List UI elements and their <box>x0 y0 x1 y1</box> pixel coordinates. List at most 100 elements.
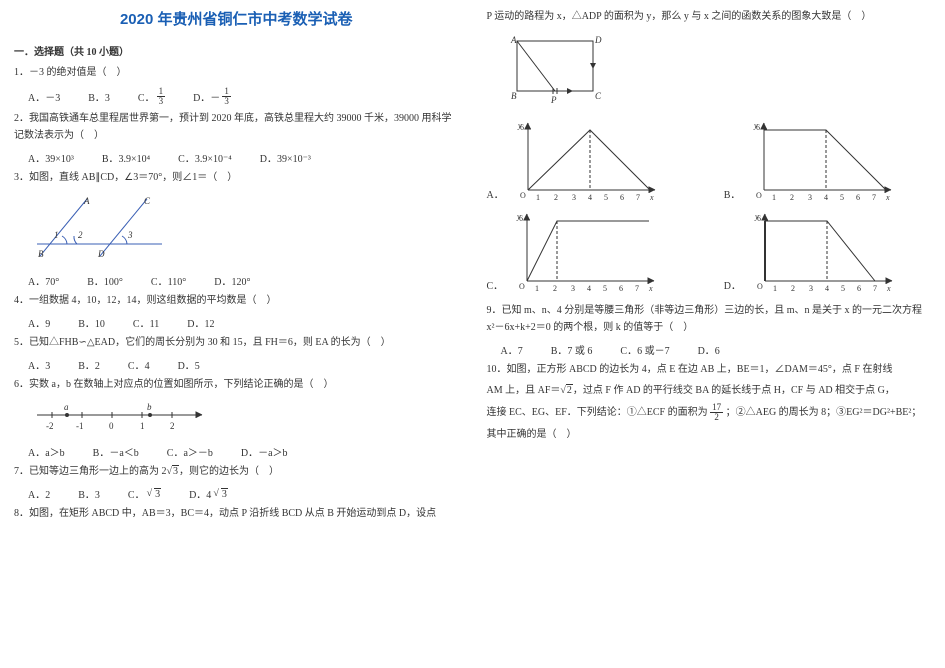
q4-opt-d: D．12 <box>187 315 214 330</box>
svg-text:y: y <box>516 212 521 221</box>
fraction-icon: 1 3 <box>222 87 231 106</box>
q2-opt-d: D．39×10⁻³ <box>260 150 311 165</box>
svg-text:O: O <box>757 282 763 291</box>
q5-opt-d: D．5 <box>178 357 200 372</box>
svg-text:x: x <box>649 193 654 202</box>
svg-text:7: 7 <box>872 193 876 202</box>
q8b-stem: P 运动的路程为 x，△ADP 的面积为 y，那么 y 与 x 之间的函数关系的… <box>487 8 932 25</box>
q9-opt-b: B．7 或 6 <box>551 342 593 357</box>
svg-text:2: 2 <box>553 284 557 293</box>
q3-figure: AC BD 123 <box>32 194 459 267</box>
svg-text:C: C <box>595 91 602 101</box>
chart-d: D． 6 y O 123 4567 x <box>724 209 931 294</box>
q6-figure: -2-1 012 a b <box>32 401 459 438</box>
q3-opt-a: A．70° <box>28 273 59 288</box>
svg-text:7: 7 <box>635 284 639 293</box>
q3-options: A．70° B．100° C．110° D．120° <box>14 273 459 288</box>
svg-text:x: x <box>886 284 891 293</box>
q3-opt-b: B．100° <box>87 273 123 288</box>
svg-text:O: O <box>756 191 762 200</box>
q1-opt-d: D．－ 1 3 <box>193 87 231 106</box>
q7-opt-b: B．3 <box>78 486 100 501</box>
svg-text:3: 3 <box>808 193 812 202</box>
parallel-lines-icon: AC BD 123 <box>32 194 172 264</box>
chart-b-label: B． <box>724 186 741 203</box>
fraction-icon: 1 3 <box>157 87 166 106</box>
svg-text:2: 2 <box>170 421 175 431</box>
q1-stem: 1．－3 的绝对值是（ ） <box>14 64 459 81</box>
svg-text:2: 2 <box>78 230 83 240</box>
svg-text:3: 3 <box>572 193 576 202</box>
svg-text:5: 5 <box>604 193 608 202</box>
q6-opt-a: A．a＞b <box>28 444 65 459</box>
svg-text:6: 6 <box>856 193 860 202</box>
q6-stem: 6．实数 a，b 在数轴上对应点的位置如图所示，下列结论正确的是（ ） <box>14 376 459 393</box>
q1-opt-c: C． 1 3 <box>138 87 165 106</box>
q9-opt-c: C．6 或－7 <box>620 342 669 357</box>
chart-d-label: D． <box>724 277 741 294</box>
point-b-icon <box>148 413 152 417</box>
chart-d-icon: 6 y O 123 4567 x <box>747 209 897 294</box>
svg-text:1: 1 <box>773 284 777 293</box>
q2-opt-c: C．3.9×10⁻⁴ <box>178 150 232 165</box>
q6-opt-c: C．a＞－b <box>167 444 213 459</box>
q10-line3: 连接 EC、EG、EF．下列结论：①△ECF 的面积为 17 2 ；②△AEG … <box>487 403 932 422</box>
q4-stem: 4．一组数据 4，10，12，14，则这组数据的平均数是（ ） <box>14 292 459 309</box>
q10-line4: 其中正确的是（ ） <box>487 426 932 443</box>
svg-text:3: 3 <box>809 284 813 293</box>
svg-text:a: a <box>64 402 69 412</box>
q9-opt-a: A．7 <box>501 342 523 357</box>
q6-opt-d: D．－a＞b <box>241 444 288 459</box>
svg-text:y: y <box>517 121 522 130</box>
svg-text:1: 1 <box>140 421 145 431</box>
svg-text:4: 4 <box>825 284 829 293</box>
q6-options: A．a＞b B．－a＜b C．a＞－b D．－a＞b <box>14 444 459 459</box>
q5-options: A．3 B．2 C．4 D．5 <box>14 357 459 372</box>
svg-text:0: 0 <box>109 421 114 431</box>
svg-text:O: O <box>519 282 525 291</box>
svg-text:D: D <box>594 35 602 45</box>
q2-opt-b: B．3.9×10⁴ <box>102 150 150 165</box>
q5-opt-b: B．2 <box>78 357 100 372</box>
svg-text:7: 7 <box>636 193 640 202</box>
svg-text:A: A <box>83 196 90 206</box>
q9-stem: 9．已知 m、n、4 分别是等腰三角形（非等边三角形）三边的长，且 m、n 是关… <box>487 302 932 336</box>
svg-text:2: 2 <box>554 193 558 202</box>
svg-text:b: b <box>147 402 152 412</box>
q1-c-prefix: C． <box>138 89 155 104</box>
svg-text:2: 2 <box>790 193 794 202</box>
q7-sqrt: 3 <box>172 465 179 477</box>
svg-text:6: 6 <box>619 284 623 293</box>
q7-options: A．2 B．3 C．√3 D．4√3 <box>14 486 459 501</box>
q3-stem: 3．如图，直线 AB∥CD，∠3＝70°，则∠1＝（ ） <box>14 169 459 186</box>
svg-text:4: 4 <box>587 284 591 293</box>
svg-text:C: C <box>144 196 151 206</box>
q1-d-prefix: D．－ <box>193 89 220 104</box>
svg-text:P: P <box>550 95 557 105</box>
svg-text:y: y <box>753 121 758 130</box>
q2-options: A．39×10³ B．3.9×10⁴ C．3.9×10⁻⁴ D．39×10⁻³ <box>14 150 459 165</box>
q7-prefix: 7．已知等边三角形一边上的高为 2 <box>14 466 167 477</box>
q3-opt-c: C．110° <box>151 273 186 288</box>
q7-opt-a: A．2 <box>28 486 50 501</box>
svg-text:1: 1 <box>772 193 776 202</box>
q8-rect-figure: AD BC P <box>505 33 932 108</box>
svg-text:5: 5 <box>603 284 607 293</box>
svg-text:5: 5 <box>840 193 844 202</box>
svg-text:5: 5 <box>841 284 845 293</box>
q8-charts: A． 6 y O 123 4567 x B． <box>487 118 932 294</box>
svg-text:3: 3 <box>571 284 575 293</box>
svg-text:2: 2 <box>791 284 795 293</box>
chart-c-label: C． <box>487 277 504 294</box>
q7-opt-c: C．√3 <box>128 486 161 501</box>
svg-text:D: D <box>97 249 105 259</box>
q4-opt-a: A．9 <box>28 315 50 330</box>
q5-stem: 5．已知△FHB∽△EAD，它们的周长分别为 30 和 15，且 FH＝6，则 … <box>14 334 459 351</box>
rectangle-icon: AD BC P <box>505 33 605 105</box>
svg-text:A: A <box>510 35 517 45</box>
q1-opt-b: B．3 <box>88 89 110 104</box>
chart-c-icon: 6 y O 123 4567 x <box>509 209 659 294</box>
right-column: P 运动的路程为 x，△ADP 的面积为 y，那么 y 与 x 之间的函数关系的… <box>477 8 932 660</box>
chart-b: B． 6 y O 123 4567 x <box>724 118 931 203</box>
q4-options: A．9 B．10 C．11 D．12 <box>14 315 459 330</box>
